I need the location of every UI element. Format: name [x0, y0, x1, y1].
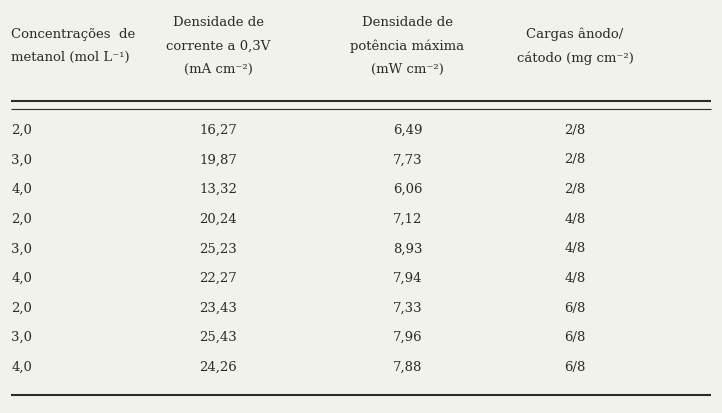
Text: 7,96: 7,96 [393, 330, 422, 343]
Text: 6,49: 6,49 [393, 123, 422, 137]
Text: 20,24: 20,24 [199, 212, 237, 225]
Text: 2,0: 2,0 [12, 123, 32, 137]
Text: 7,88: 7,88 [393, 360, 422, 373]
Text: 4,0: 4,0 [12, 360, 32, 373]
Text: 6/8: 6/8 [565, 330, 586, 343]
Text: 16,27: 16,27 [199, 123, 238, 137]
Text: 4/8: 4/8 [565, 271, 586, 284]
Text: 23,43: 23,43 [199, 301, 238, 314]
Text: Densidade de: Densidade de [362, 16, 453, 29]
Text: 25,23: 25,23 [199, 242, 237, 255]
Text: cátodo (mg cm⁻²): cátodo (mg cm⁻²) [517, 51, 633, 64]
Text: metanol (mol L⁻¹): metanol (mol L⁻¹) [12, 51, 130, 64]
Text: 2/8: 2/8 [565, 183, 586, 196]
Text: 7,73: 7,73 [393, 153, 422, 166]
Text: 6/8: 6/8 [565, 360, 586, 373]
Text: 6,06: 6,06 [393, 183, 422, 196]
Text: Densidade de: Densidade de [173, 16, 264, 29]
Text: 13,32: 13,32 [199, 183, 238, 196]
Text: 3,0: 3,0 [12, 242, 32, 255]
Text: 2/8: 2/8 [565, 123, 586, 137]
Text: 7,94: 7,94 [393, 271, 422, 284]
Text: 3,0: 3,0 [12, 330, 32, 343]
Text: potência máxima: potência máxima [350, 39, 464, 53]
Text: corrente a 0,3V: corrente a 0,3V [166, 39, 271, 52]
Text: 25,43: 25,43 [199, 330, 237, 343]
Text: 7,12: 7,12 [393, 212, 422, 225]
Text: (mA cm⁻²): (mA cm⁻²) [184, 62, 253, 76]
Text: 22,27: 22,27 [199, 271, 237, 284]
Text: 4/8: 4/8 [565, 212, 586, 225]
Text: Cargas ânodo/: Cargas ânodo/ [526, 28, 624, 41]
Text: 4/8: 4/8 [565, 242, 586, 255]
Text: 8,93: 8,93 [393, 242, 422, 255]
Text: 2,0: 2,0 [12, 301, 32, 314]
Text: 4,0: 4,0 [12, 271, 32, 284]
Text: Concentrações  de: Concentrações de [12, 28, 136, 41]
Text: 24,26: 24,26 [199, 360, 237, 373]
Text: (mW cm⁻²): (mW cm⁻²) [371, 62, 444, 76]
Text: 2/8: 2/8 [565, 153, 586, 166]
Text: 7,33: 7,33 [393, 301, 422, 314]
Text: 3,0: 3,0 [12, 153, 32, 166]
Text: 4,0: 4,0 [12, 183, 32, 196]
Text: 2,0: 2,0 [12, 212, 32, 225]
Text: 6/8: 6/8 [565, 301, 586, 314]
Text: 19,87: 19,87 [199, 153, 238, 166]
